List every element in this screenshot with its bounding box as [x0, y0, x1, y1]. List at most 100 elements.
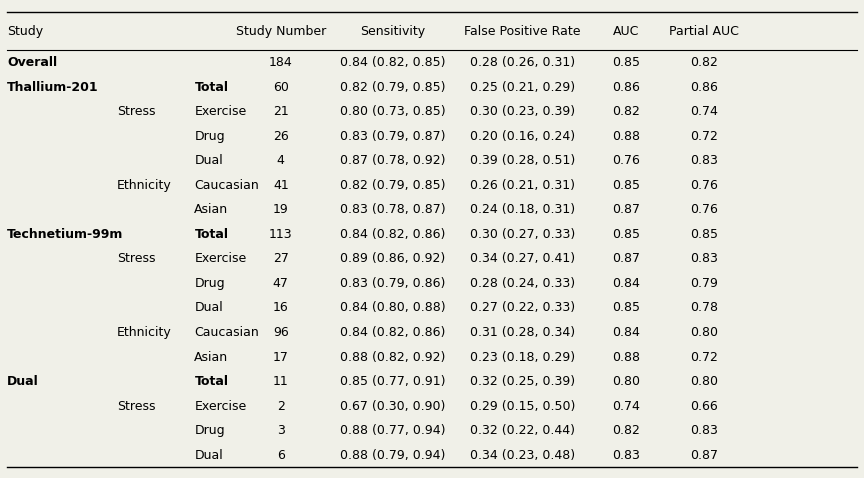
Text: 21: 21: [273, 105, 289, 118]
Text: 0.32 (0.22, 0.44): 0.32 (0.22, 0.44): [470, 424, 575, 437]
Text: 0.84: 0.84: [613, 326, 640, 339]
Text: 0.30 (0.27, 0.33): 0.30 (0.27, 0.33): [470, 228, 575, 241]
Text: Drug: Drug: [194, 277, 225, 290]
Text: 0.28 (0.26, 0.31): 0.28 (0.26, 0.31): [470, 56, 575, 69]
Text: 4: 4: [276, 154, 285, 167]
Text: 0.85: 0.85: [613, 179, 640, 192]
Text: Exercise: Exercise: [194, 105, 246, 118]
Text: 0.86: 0.86: [690, 80, 718, 94]
Text: 96: 96: [273, 326, 289, 339]
Text: Study Number: Study Number: [236, 24, 326, 38]
Text: 0.84 (0.80, 0.88): 0.84 (0.80, 0.88): [340, 302, 446, 315]
Text: 184: 184: [269, 56, 293, 69]
Text: 0.85: 0.85: [613, 302, 640, 315]
Text: Total: Total: [194, 228, 228, 241]
Text: 0.66: 0.66: [690, 400, 718, 413]
Text: 0.27 (0.22, 0.33): 0.27 (0.22, 0.33): [470, 302, 575, 315]
Text: Dual: Dual: [7, 375, 39, 388]
Text: 6: 6: [276, 449, 285, 462]
Text: Stress: Stress: [117, 105, 156, 118]
Text: 0.80 (0.73, 0.85): 0.80 (0.73, 0.85): [340, 105, 446, 118]
Text: 0.85: 0.85: [613, 228, 640, 241]
Text: Dual: Dual: [194, 449, 223, 462]
Text: 0.28 (0.24, 0.33): 0.28 (0.24, 0.33): [470, 277, 575, 290]
Text: 0.26 (0.21, 0.31): 0.26 (0.21, 0.31): [470, 179, 575, 192]
Text: 0.83 (0.78, 0.87): 0.83 (0.78, 0.87): [340, 203, 446, 216]
Text: 0.32 (0.25, 0.39): 0.32 (0.25, 0.39): [470, 375, 575, 388]
Text: AUC: AUC: [613, 24, 639, 38]
Text: 0.79: 0.79: [690, 277, 718, 290]
Text: 27: 27: [273, 252, 289, 265]
Text: 0.29 (0.15, 0.50): 0.29 (0.15, 0.50): [470, 400, 575, 413]
Text: 0.80: 0.80: [690, 326, 718, 339]
Text: 0.25 (0.21, 0.29): 0.25 (0.21, 0.29): [470, 80, 575, 94]
Text: 16: 16: [273, 302, 289, 315]
Text: Dual: Dual: [194, 302, 223, 315]
Text: 0.88 (0.77, 0.94): 0.88 (0.77, 0.94): [340, 424, 446, 437]
Text: 0.39 (0.28, 0.51): 0.39 (0.28, 0.51): [470, 154, 575, 167]
Text: 0.89 (0.86, 0.92): 0.89 (0.86, 0.92): [340, 252, 446, 265]
Text: 11: 11: [273, 375, 289, 388]
Text: Asian: Asian: [194, 350, 228, 364]
Text: 60: 60: [273, 80, 289, 94]
Text: 0.87: 0.87: [613, 203, 640, 216]
Text: Dual: Dual: [194, 154, 223, 167]
Text: 0.88: 0.88: [613, 130, 640, 142]
Text: 0.87 (0.78, 0.92): 0.87 (0.78, 0.92): [340, 154, 446, 167]
Text: 0.84 (0.82, 0.86): 0.84 (0.82, 0.86): [340, 228, 446, 241]
Text: 0.84 (0.82, 0.85): 0.84 (0.82, 0.85): [340, 56, 446, 69]
Text: 0.88 (0.82, 0.92): 0.88 (0.82, 0.92): [340, 350, 446, 364]
Text: Stress: Stress: [117, 252, 156, 265]
Text: Study: Study: [7, 24, 43, 38]
Text: 0.76: 0.76: [613, 154, 640, 167]
Text: 0.34 (0.27, 0.41): 0.34 (0.27, 0.41): [470, 252, 575, 265]
Text: Exercise: Exercise: [194, 400, 246, 413]
Text: 0.83: 0.83: [690, 154, 718, 167]
Text: Total: Total: [194, 375, 228, 388]
Text: Partial AUC: Partial AUC: [670, 24, 739, 38]
Text: Total: Total: [194, 80, 228, 94]
Text: 0.84 (0.82, 0.86): 0.84 (0.82, 0.86): [340, 326, 446, 339]
Text: 3: 3: [276, 424, 285, 437]
Text: 0.88: 0.88: [613, 350, 640, 364]
Text: Drug: Drug: [194, 424, 225, 437]
Text: Overall: Overall: [7, 56, 57, 69]
Text: 0.74: 0.74: [690, 105, 718, 118]
Text: 0.82 (0.79, 0.85): 0.82 (0.79, 0.85): [340, 80, 446, 94]
Text: Exercise: Exercise: [194, 252, 246, 265]
Text: 0.82: 0.82: [690, 56, 718, 69]
Text: 0.83: 0.83: [690, 252, 718, 265]
Text: Technetium-99m: Technetium-99m: [7, 228, 124, 241]
Text: 47: 47: [273, 277, 289, 290]
Text: 0.82 (0.79, 0.85): 0.82 (0.79, 0.85): [340, 179, 446, 192]
Text: Drug: Drug: [194, 130, 225, 142]
Text: 0.24 (0.18, 0.31): 0.24 (0.18, 0.31): [470, 203, 575, 216]
Text: Asian: Asian: [194, 203, 228, 216]
Text: 2: 2: [276, 400, 285, 413]
Text: 0.80: 0.80: [613, 375, 640, 388]
Text: 0.86: 0.86: [613, 80, 640, 94]
Text: 0.31 (0.28, 0.34): 0.31 (0.28, 0.34): [470, 326, 575, 339]
Text: 0.87: 0.87: [613, 252, 640, 265]
Text: 0.23 (0.18, 0.29): 0.23 (0.18, 0.29): [470, 350, 575, 364]
Text: Sensitivity: Sensitivity: [360, 24, 426, 38]
Text: 41: 41: [273, 179, 289, 192]
Text: 0.34 (0.23, 0.48): 0.34 (0.23, 0.48): [470, 449, 575, 462]
Text: 26: 26: [273, 130, 289, 142]
Text: Caucasian: Caucasian: [194, 179, 259, 192]
Text: Ethnicity: Ethnicity: [117, 326, 171, 339]
Text: Ethnicity: Ethnicity: [117, 179, 171, 192]
Text: 0.83 (0.79, 0.87): 0.83 (0.79, 0.87): [340, 130, 446, 142]
Text: 0.74: 0.74: [613, 400, 640, 413]
Text: 0.87: 0.87: [690, 449, 718, 462]
Text: 0.78: 0.78: [690, 302, 718, 315]
Text: Caucasian: Caucasian: [194, 326, 259, 339]
Text: 0.76: 0.76: [690, 179, 718, 192]
Text: 0.84: 0.84: [613, 277, 640, 290]
Text: 19: 19: [273, 203, 289, 216]
Text: 0.67 (0.30, 0.90): 0.67 (0.30, 0.90): [340, 400, 446, 413]
Text: 0.30 (0.23, 0.39): 0.30 (0.23, 0.39): [470, 105, 575, 118]
Text: 113: 113: [269, 228, 293, 241]
Text: 0.85: 0.85: [613, 56, 640, 69]
Text: 0.88 (0.79, 0.94): 0.88 (0.79, 0.94): [340, 449, 446, 462]
